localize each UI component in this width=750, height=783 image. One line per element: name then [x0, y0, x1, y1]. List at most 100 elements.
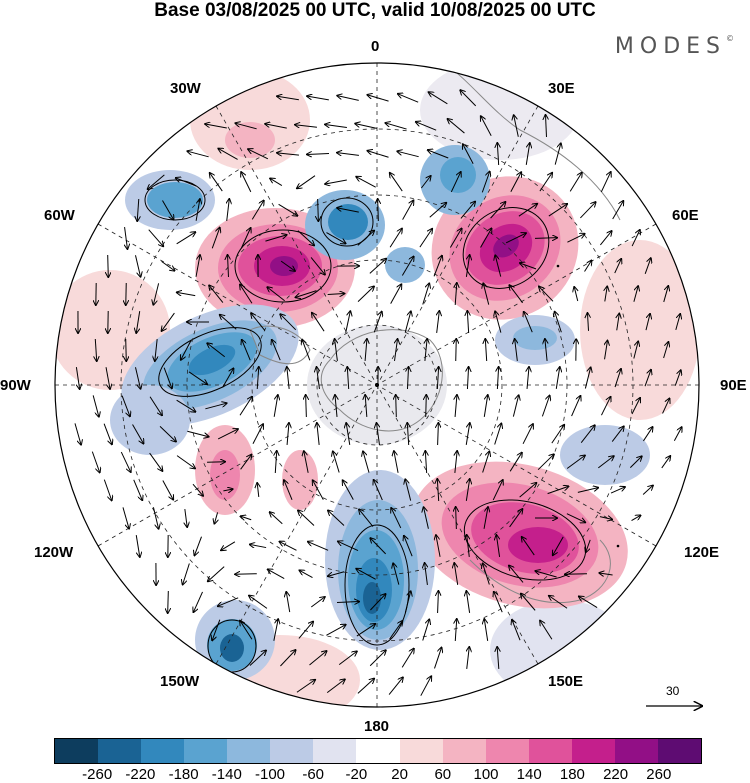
wind-vector	[108, 254, 109, 277]
wind-vector	[308, 542, 329, 551]
wind-vector	[357, 286, 374, 302]
wind-vector	[404, 311, 411, 333]
wind-vector	[434, 648, 441, 669]
wind-vector	[194, 536, 202, 556]
wind-vector	[310, 597, 324, 608]
wind-vector	[401, 649, 414, 668]
wind-vector	[205, 403, 226, 410]
wind-vector	[304, 451, 309, 473]
wind-vector	[228, 255, 229, 278]
wind-vector	[192, 483, 203, 496]
wind-vector	[374, 480, 383, 501]
wind-vector	[270, 178, 283, 186]
wind-vector	[152, 507, 158, 528]
wind-vector	[240, 455, 252, 470]
wind-vector	[222, 368, 234, 388]
wind-vector	[537, 454, 554, 471]
wind-vector	[644, 370, 651, 387]
wind-vector	[218, 149, 238, 160]
wind-vector	[121, 395, 130, 417]
wind-vector	[277, 153, 299, 155]
wind-vector	[663, 342, 669, 359]
wind-vector	[377, 423, 380, 445]
wind-vector	[407, 367, 408, 390]
wind-vector	[223, 489, 232, 491]
wind-vector	[522, 424, 533, 445]
lon-label-150w: 150W	[160, 673, 200, 690]
wind-vector	[509, 453, 522, 472]
wind-vector	[612, 201, 624, 220]
wind-vector	[297, 230, 314, 246]
wind-vector	[313, 480, 324, 500]
wind-vector	[74, 423, 81, 444]
wind-vector	[278, 203, 298, 215]
wind-vector	[195, 199, 200, 221]
colorbar-segment	[227, 739, 271, 763]
wind-vector	[132, 424, 144, 443]
wind-vector	[644, 258, 651, 275]
wind-vector	[481, 116, 492, 136]
wind-vector	[483, 395, 487, 417]
wind-vector	[527, 367, 529, 390]
wind-vector	[149, 396, 162, 416]
lon-label-30w: 30W	[170, 80, 201, 97]
wind-vector	[551, 425, 564, 444]
wind-vector	[120, 451, 130, 472]
wind-vector	[467, 311, 468, 334]
wind-vector	[298, 622, 313, 639]
wind-vector	[76, 367, 79, 389]
wind-vector	[484, 619, 489, 641]
wind-vector	[221, 541, 236, 550]
wind-vector	[265, 124, 287, 129]
wind-vector	[483, 564, 490, 585]
wind-vector	[395, 339, 398, 361]
wind-vector	[455, 395, 457, 418]
wind-vector	[509, 285, 524, 304]
wind-vector	[220, 315, 237, 330]
wind-vector	[510, 172, 521, 192]
wind-vector	[103, 479, 111, 501]
wind-vector	[480, 228, 492, 248]
wind-vector	[187, 430, 208, 436]
wind-vector	[643, 427, 652, 442]
wind-vector	[337, 208, 359, 213]
colorbar-segment	[614, 739, 658, 763]
wind-vector	[611, 426, 624, 442]
wind-vector	[135, 535, 140, 557]
wind-vector	[518, 204, 537, 217]
wind-vector	[580, 425, 595, 443]
wind-vector	[280, 260, 295, 271]
wind-vector	[438, 591, 439, 614]
wind-vector	[483, 283, 490, 305]
wind-vector	[275, 451, 276, 474]
colorbar-tick-label: 180	[559, 766, 585, 783]
wind-vector	[168, 590, 169, 613]
wind-vector	[393, 563, 400, 585]
wind-vector	[159, 426, 176, 441]
wind-vector	[367, 151, 389, 158]
colorbar-segment	[442, 739, 486, 763]
wind-vector	[616, 544, 620, 548]
wind-vector	[388, 677, 403, 695]
lon-label-180: 180	[364, 718, 390, 735]
wind-vector	[416, 122, 437, 131]
wind-vector	[105, 367, 110, 389]
wind-vector	[208, 566, 225, 582]
wind-vector	[540, 621, 553, 640]
wind-vector	[437, 479, 438, 502]
wind-vector	[338, 541, 359, 551]
wind-vector	[207, 462, 225, 463]
colorbar-tick-label: -60	[302, 766, 325, 783]
wind-vector	[424, 507, 429, 529]
wind-vector	[181, 340, 192, 359]
wind-vector	[482, 452, 490, 473]
wind-vector	[495, 311, 502, 333]
wind-vector	[631, 230, 640, 247]
wind-vector	[134, 255, 140, 276]
wind-vector	[280, 542, 297, 551]
wind-vector	[555, 367, 559, 389]
wind-vector	[429, 203, 446, 218]
wind-vector	[103, 423, 112, 445]
colorbar-tick-label: 20	[391, 766, 408, 783]
wind-vector	[490, 202, 506, 219]
